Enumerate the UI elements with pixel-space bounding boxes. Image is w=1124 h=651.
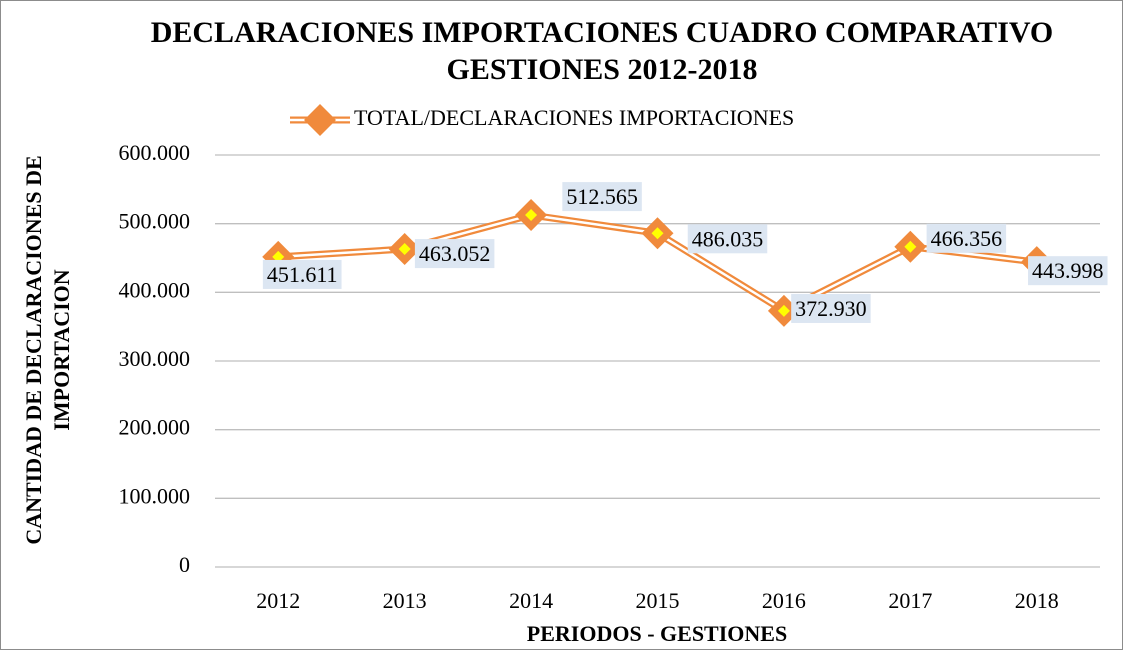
data-label-box [791, 293, 871, 323]
x-tick-label: 2013 [383, 588, 427, 613]
marker-inner [398, 243, 411, 256]
data-label-box [562, 182, 642, 212]
y-tick-label: 300.000 [119, 346, 191, 371]
data-label: 463.052 [414, 239, 495, 269]
data-label-box [687, 224, 768, 254]
marker-inner [651, 227, 664, 240]
data-label-text: 451.611 [267, 262, 338, 287]
data-label: 486.035 [687, 224, 768, 254]
data-label: 451.611 [262, 259, 342, 289]
x-tick-label: 2014 [509, 588, 553, 613]
y-tick-label: 500.000 [119, 209, 191, 234]
x-tick-label: 2017 [888, 588, 932, 613]
y-tick-label: 100.000 [119, 483, 191, 508]
x-tick-label: 2012 [256, 588, 300, 613]
y-tick-label: 400.000 [119, 277, 191, 302]
y-axis-label: CANTIDAD DE DECLARACIONES DE IMPORTACION [21, 155, 74, 544]
data-label-box [414, 239, 495, 269]
x-tick-label: 2016 [762, 588, 806, 613]
data-label: 466.356 [926, 223, 1007, 253]
data-label-text: 486.035 [692, 226, 764, 251]
chart-title: DECLARACIONES IMPORTACIONES CUADRO COMPA… [151, 16, 1054, 49]
marker-inner [904, 240, 917, 253]
data-label-text: 443.998 [1032, 258, 1104, 283]
y-axis-label-line: CANTIDAD DE DECLARACIONES DE [21, 155, 46, 544]
marker-inner [777, 304, 790, 317]
x-tick-label: 2015 [636, 588, 680, 613]
data-label-text: 372.930 [795, 296, 867, 321]
data-label-box [926, 223, 1007, 253]
data-label: 512.565 [562, 182, 642, 212]
legend-marker [304, 104, 336, 136]
x-axis-label: PERIODOS - GESTIONES [527, 621, 787, 646]
data-label-text: 512.565 [566, 184, 638, 209]
data-label-box [262, 259, 342, 289]
y-axis-label-line: IMPORTACION [49, 269, 74, 430]
marker-inner [272, 250, 285, 263]
chart-title: GESTIONES 2012-2018 [447, 53, 758, 86]
y-tick-label: 0 [179, 552, 190, 577]
y-tick-label: 200.000 [119, 415, 191, 440]
legend-label: TOTAL/DECLARACIONES IMPORTACIONES [354, 105, 794, 130]
data-label-text: 466.356 [931, 226, 1003, 251]
data-label: 372.930 [791, 293, 871, 323]
data-label-text: 463.052 [419, 241, 491, 266]
marker-inner [525, 209, 538, 222]
y-tick-label: 600.000 [119, 140, 191, 165]
data-label-box [1028, 256, 1108, 286]
data-label: 443.998 [1028, 256, 1108, 286]
x-tick-label: 2018 [1015, 588, 1059, 613]
